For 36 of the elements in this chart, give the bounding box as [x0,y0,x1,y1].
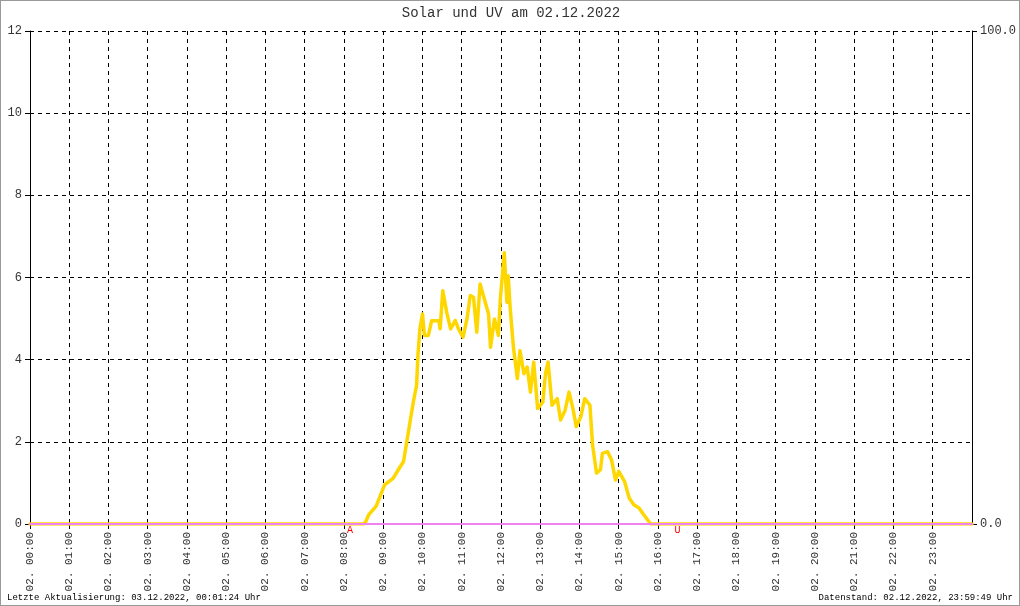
x-tick-label: 02. 03:00 [141,532,154,592]
y-tick-label: 4 [14,352,22,367]
annotation: U [674,524,681,536]
x-tick-label: 02. 04:00 [181,532,193,592]
x-tick-label: 02. 20:00 [809,532,821,592]
x-tick-label: 02. 09:00 [377,532,390,592]
x-tick-label: 02. 07:00 [298,532,311,592]
y2-tick-label: 0.0 [979,517,1002,531]
x-tick-label: 02. 16:00 [652,532,664,592]
x-tick-label: 02. 00:00 [24,532,36,592]
x-tick-label: 02. 10:00 [416,532,429,592]
x-tick-label: 02. 02:00 [102,532,115,592]
x-tick-label: 02. 23:00 [926,532,939,592]
x-tick-label: 02. 13:00 [534,532,547,592]
y-tick-label: 10 [7,106,22,121]
x-tick-label: 02. 19:00 [769,532,782,592]
y-tick-label: 12 [7,24,22,38]
text: Letzte Aktualisierung: 03.12.2022, 00:01:24 Uhr [7,593,261,603]
y-tick-label: 0 [14,517,22,531]
x-tick-label: 02. 05:00 [220,532,233,592]
x-tick-label: 02. 01:00 [63,532,76,592]
y-tick-label: 6 [14,270,22,285]
x-tick-label: 02. 21:00 [848,532,861,592]
chart-title: Solar und UV am 02.12.2022 [401,5,621,21]
x-tick-label: 02. 06:00 [259,532,272,592]
x-tick-label: 02. 17:00 [691,532,704,592]
x-tick-label: 02. 11:00 [455,532,468,592]
text: Datenstand: 02.12.2022, 23:59:49 Uhr [818,593,1013,603]
x-tick-label: 02. 14:00 [573,532,586,592]
x-tick-label: 02. 12:00 [495,532,507,592]
y2-tick-label: 100.0 [979,24,1017,38]
y-tick-label: 8 [14,188,22,203]
y-tick-label: 2 [14,434,22,449]
x-tick-label: 02. 15:00 [612,532,625,592]
x-tick-label: 02. 18:00 [730,532,743,592]
x-tick-label: 02. 22:00 [887,532,900,592]
